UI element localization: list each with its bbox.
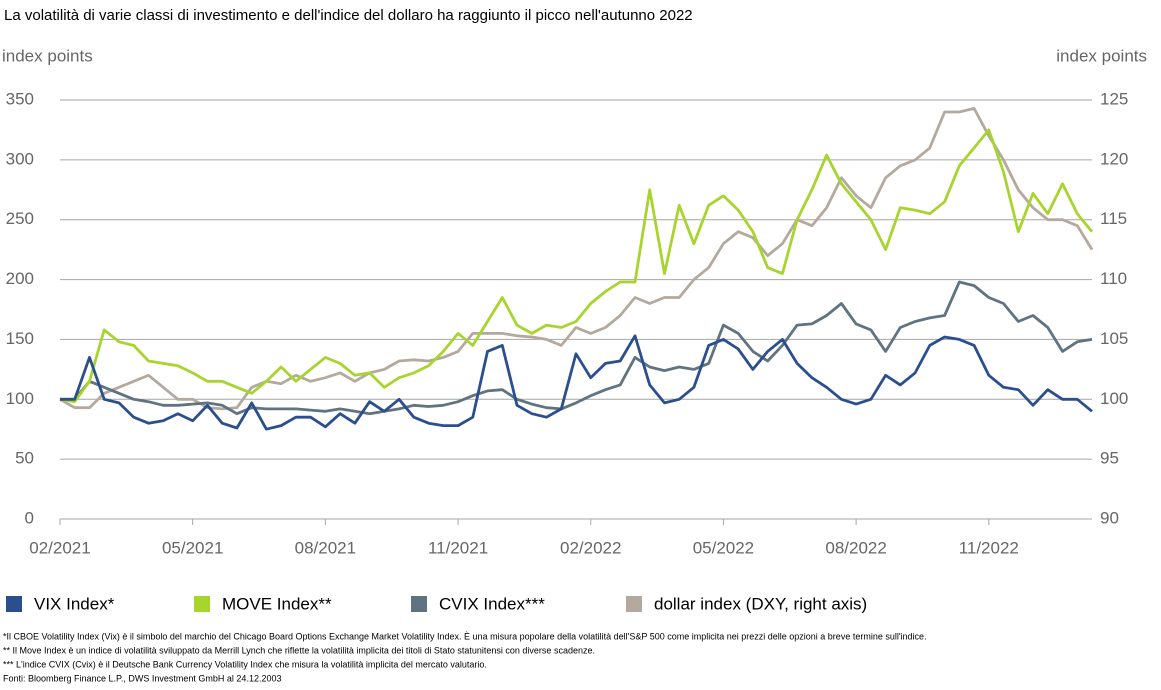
legend-swatch xyxy=(411,596,427,612)
y-tick-label: 150 xyxy=(6,329,34,348)
x-tick-label: 11/2021 xyxy=(428,538,488,557)
y2-tick-label: 120 xyxy=(1100,149,1128,168)
series-line xyxy=(59,128,1094,404)
footnote: ** Il Move Index è un indice di volatili… xyxy=(3,645,595,655)
y2-tick-label: 105 xyxy=(1100,329,1128,348)
y-tick-label: 200 xyxy=(6,269,34,288)
y-axis-label: index points xyxy=(2,46,93,65)
legend-swatch xyxy=(194,596,210,612)
y2-axis-label: index points xyxy=(1056,46,1147,65)
y-tick-label: 100 xyxy=(6,389,34,408)
y-tick-label: 50 xyxy=(15,449,34,468)
series-line xyxy=(59,107,1094,411)
x-tick-label: 08/2022 xyxy=(825,538,886,557)
x-tick-label: 05/2022 xyxy=(693,538,754,557)
series-line xyxy=(60,280,1093,416)
legend-label: VIX Index* xyxy=(34,594,115,613)
footnote: *Il CBOE Volatility Index (Vix) è il sim… xyxy=(3,631,927,641)
x-tick-label: 05/2021 xyxy=(162,538,223,557)
legend-label: CVIX Index*** xyxy=(439,594,545,613)
x-tick-label: 11/2022 xyxy=(959,538,1019,557)
y2-tick-label: 115 xyxy=(1100,209,1127,228)
footnote: Fonti: Bloomberg Finance L.P., DWS Inves… xyxy=(3,673,281,683)
y2-tick-label: 95 xyxy=(1100,449,1119,468)
x-tick-label: 08/2021 xyxy=(295,538,356,557)
legend-swatch xyxy=(626,596,642,612)
y-tick-label: 300 xyxy=(6,149,34,168)
legend-label: MOVE Index** xyxy=(222,594,332,613)
legend-label: dollar index (DXY, right axis) xyxy=(654,594,867,613)
y-tick-label: 0 xyxy=(25,508,34,527)
y2-tick-label: 110 xyxy=(1100,269,1127,288)
legend-swatch xyxy=(6,596,22,612)
chart-title: La volatilità di varie classi di investi… xyxy=(4,7,693,24)
y-tick-label: 350 xyxy=(6,89,34,108)
x-tick-label: 02/2021 xyxy=(29,538,90,557)
footnote: *** L'indice CVIX (Cvix) è il Deutsche B… xyxy=(3,659,487,669)
y-tick-label: 250 xyxy=(6,209,34,228)
series-line xyxy=(60,334,1093,431)
y2-tick-label: 90 xyxy=(1100,508,1119,527)
y2-tick-label: 100 xyxy=(1100,389,1128,408)
y2-tick-label: 125 xyxy=(1100,89,1128,108)
x-tick-label: 02/2022 xyxy=(560,538,621,557)
